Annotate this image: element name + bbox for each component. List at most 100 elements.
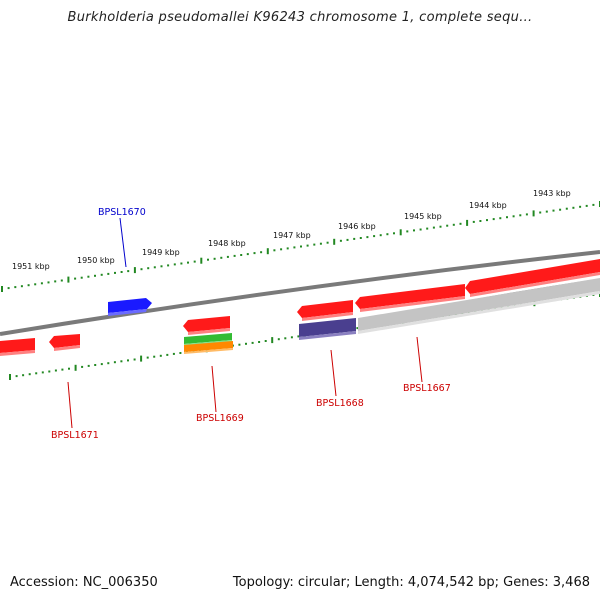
ruler-minor-tick — [585, 204, 588, 207]
gene-label-bpsl1669[interactable]: BPSL1669 — [196, 413, 244, 424]
gene-arrow-shadow — [54, 345, 80, 351]
gene-arrow-bpsl1668[interactable] — [299, 318, 356, 337]
ruler-major-tick — [532, 210, 535, 217]
ruler-minor-tick — [426, 227, 429, 230]
gene-label-bpsl1667[interactable]: BPSL1667 — [403, 383, 451, 394]
ruler-minor-tick — [40, 282, 43, 285]
ruler-minor-tick — [286, 247, 289, 250]
ruler-minor-tick — [339, 239, 342, 242]
ruler-minor-tick — [167, 264, 170, 267]
ruler-minor-tick — [245, 342, 247, 345]
ruler-minor-tick — [35, 372, 38, 375]
gene-arrow-bpsl1670[interactable] — [108, 298, 152, 313]
leader-line-bpsl1669 — [211, 365, 217, 413]
ruler-major-tick — [67, 276, 70, 283]
gene-arrow-red-long-2[interactable] — [465, 259, 600, 294]
ruler-minor-tick — [146, 356, 149, 359]
ruler-minor-tick — [366, 236, 369, 239]
ruler-minor-tick — [100, 363, 103, 366]
ruler-major-tick — [399, 229, 402, 236]
leader-line-bpsl1667 — [416, 336, 423, 383]
gene-arrow-bpsl1669[interactable] — [183, 316, 230, 332]
kbp-label: 1945 kbp — [404, 212, 442, 221]
ruler-minor-tick — [61, 368, 64, 371]
ruler-minor-tick — [439, 225, 442, 228]
ruler-minor-tick — [48, 370, 51, 373]
ruler-minor-tick — [238, 343, 241, 346]
ruler-minor-tick — [260, 251, 263, 254]
ruler-minor-tick — [15, 375, 18, 378]
gene-label-bpsl1670[interactable]: BPSL1670 — [98, 207, 146, 218]
kbp-label: 1947 kbp — [273, 231, 311, 240]
gene-labels: BPSL1670 BPSL1671 BPSL1669 BPSL1668 BPSL… — [51, 207, 451, 441]
ruler-minor-tick — [379, 234, 382, 237]
ruler-minor-tick — [284, 337, 287, 340]
leader-line-bpsl1670 — [119, 217, 127, 268]
ruler-minor-tick — [419, 228, 422, 231]
ruler-minor-tick — [226, 255, 229, 258]
gene-label-bpsl1668[interactable]: BPSL1668 — [316, 398, 364, 409]
ruler-minor-tick — [246, 253, 249, 256]
kbp-label: 1943 kbp — [533, 189, 571, 198]
kbp-label: 1950 kbp — [77, 256, 115, 265]
gene-arrow-shadow — [470, 272, 600, 297]
ruler-major-tick — [9, 374, 11, 380]
ruler-minor-tick — [413, 229, 415, 232]
ruler-minor-tick — [153, 266, 156, 269]
ruler-minor-tick — [499, 217, 502, 220]
ruler-minor-tick — [539, 211, 542, 214]
ruler-minor-tick — [14, 286, 17, 289]
ruler-minor-tick — [572, 206, 575, 209]
ruler-major-tick — [466, 219, 469, 226]
ruler-minor-tick — [290, 336, 293, 339]
ruler-minor-tick — [180, 262, 183, 265]
ruler-minor-tick — [160, 265, 163, 268]
ruler-minor-tick — [452, 223, 455, 226]
gene-features — [0, 259, 600, 356]
ruler-minor-tick — [356, 327, 359, 330]
ruler-minor-tick — [565, 207, 568, 210]
gene-arrow-shadow — [360, 296, 465, 312]
kbp-label: 1946 kbp — [338, 222, 376, 231]
ruler-minor-tick — [213, 257, 216, 260]
ruler-minor-tick — [87, 364, 90, 367]
ruler-minor-tick — [486, 219, 488, 222]
gene-label-bpsl1671[interactable]: BPSL1671 — [51, 430, 99, 441]
gene-arrow-shadow — [0, 350, 35, 356]
ruler-minor-tick — [297, 335, 300, 338]
gene-arrow-red-1668[interactable] — [297, 300, 353, 318]
ruler-minor-tick — [393, 232, 395, 235]
ruler-minor-tick — [346, 238, 349, 241]
ruler-minor-tick — [166, 353, 169, 356]
ruler-minor-tick — [492, 218, 495, 221]
ruler-minor-tick — [28, 373, 31, 376]
gene-arrow-green[interactable] — [184, 333, 232, 344]
ruler-minor-tick — [373, 235, 376, 238]
map-title: Burkholderia pseudomallei K96243 chromos… — [67, 10, 533, 25]
ruler-minor-tick — [173, 263, 176, 266]
ruler-minor-tick — [552, 209, 555, 212]
ruler-minor-tick — [559, 208, 562, 211]
ruler-minor-tick — [54, 369, 57, 372]
ruler-minor-tick — [319, 242, 322, 245]
ruler-minor-tick — [47, 281, 50, 284]
gene-arrow-shadow — [358, 291, 600, 334]
ruler-minor-tick — [20, 285, 23, 288]
gene-arrow-bpsl1667[interactable] — [358, 278, 600, 331]
gene-arrow-orange[interactable] — [184, 341, 233, 352]
ruler-minor-tick — [81, 365, 84, 368]
ruler-minor-tick — [592, 203, 595, 206]
kbp-label: 1948 kbp — [208, 239, 246, 248]
kbp-label: 1944 kbp — [469, 201, 507, 210]
ruler-minor-tick — [120, 360, 123, 363]
ruler-minor-tick — [172, 352, 175, 355]
ruler-minor-tick — [525, 213, 528, 216]
gene-arrow-bpsl1671[interactable] — [49, 334, 80, 348]
kbp-ruler-upper — [1, 201, 600, 292]
gene-arrow-red-long-1[interactable] — [355, 284, 465, 309]
ruler-minor-tick — [27, 284, 30, 287]
gene-arrow-bpsl1671-left[interactable] — [0, 338, 35, 353]
ruler-minor-tick — [127, 270, 130, 273]
ruler-minor-tick — [107, 362, 110, 365]
ruler-minor-tick — [193, 260, 196, 263]
